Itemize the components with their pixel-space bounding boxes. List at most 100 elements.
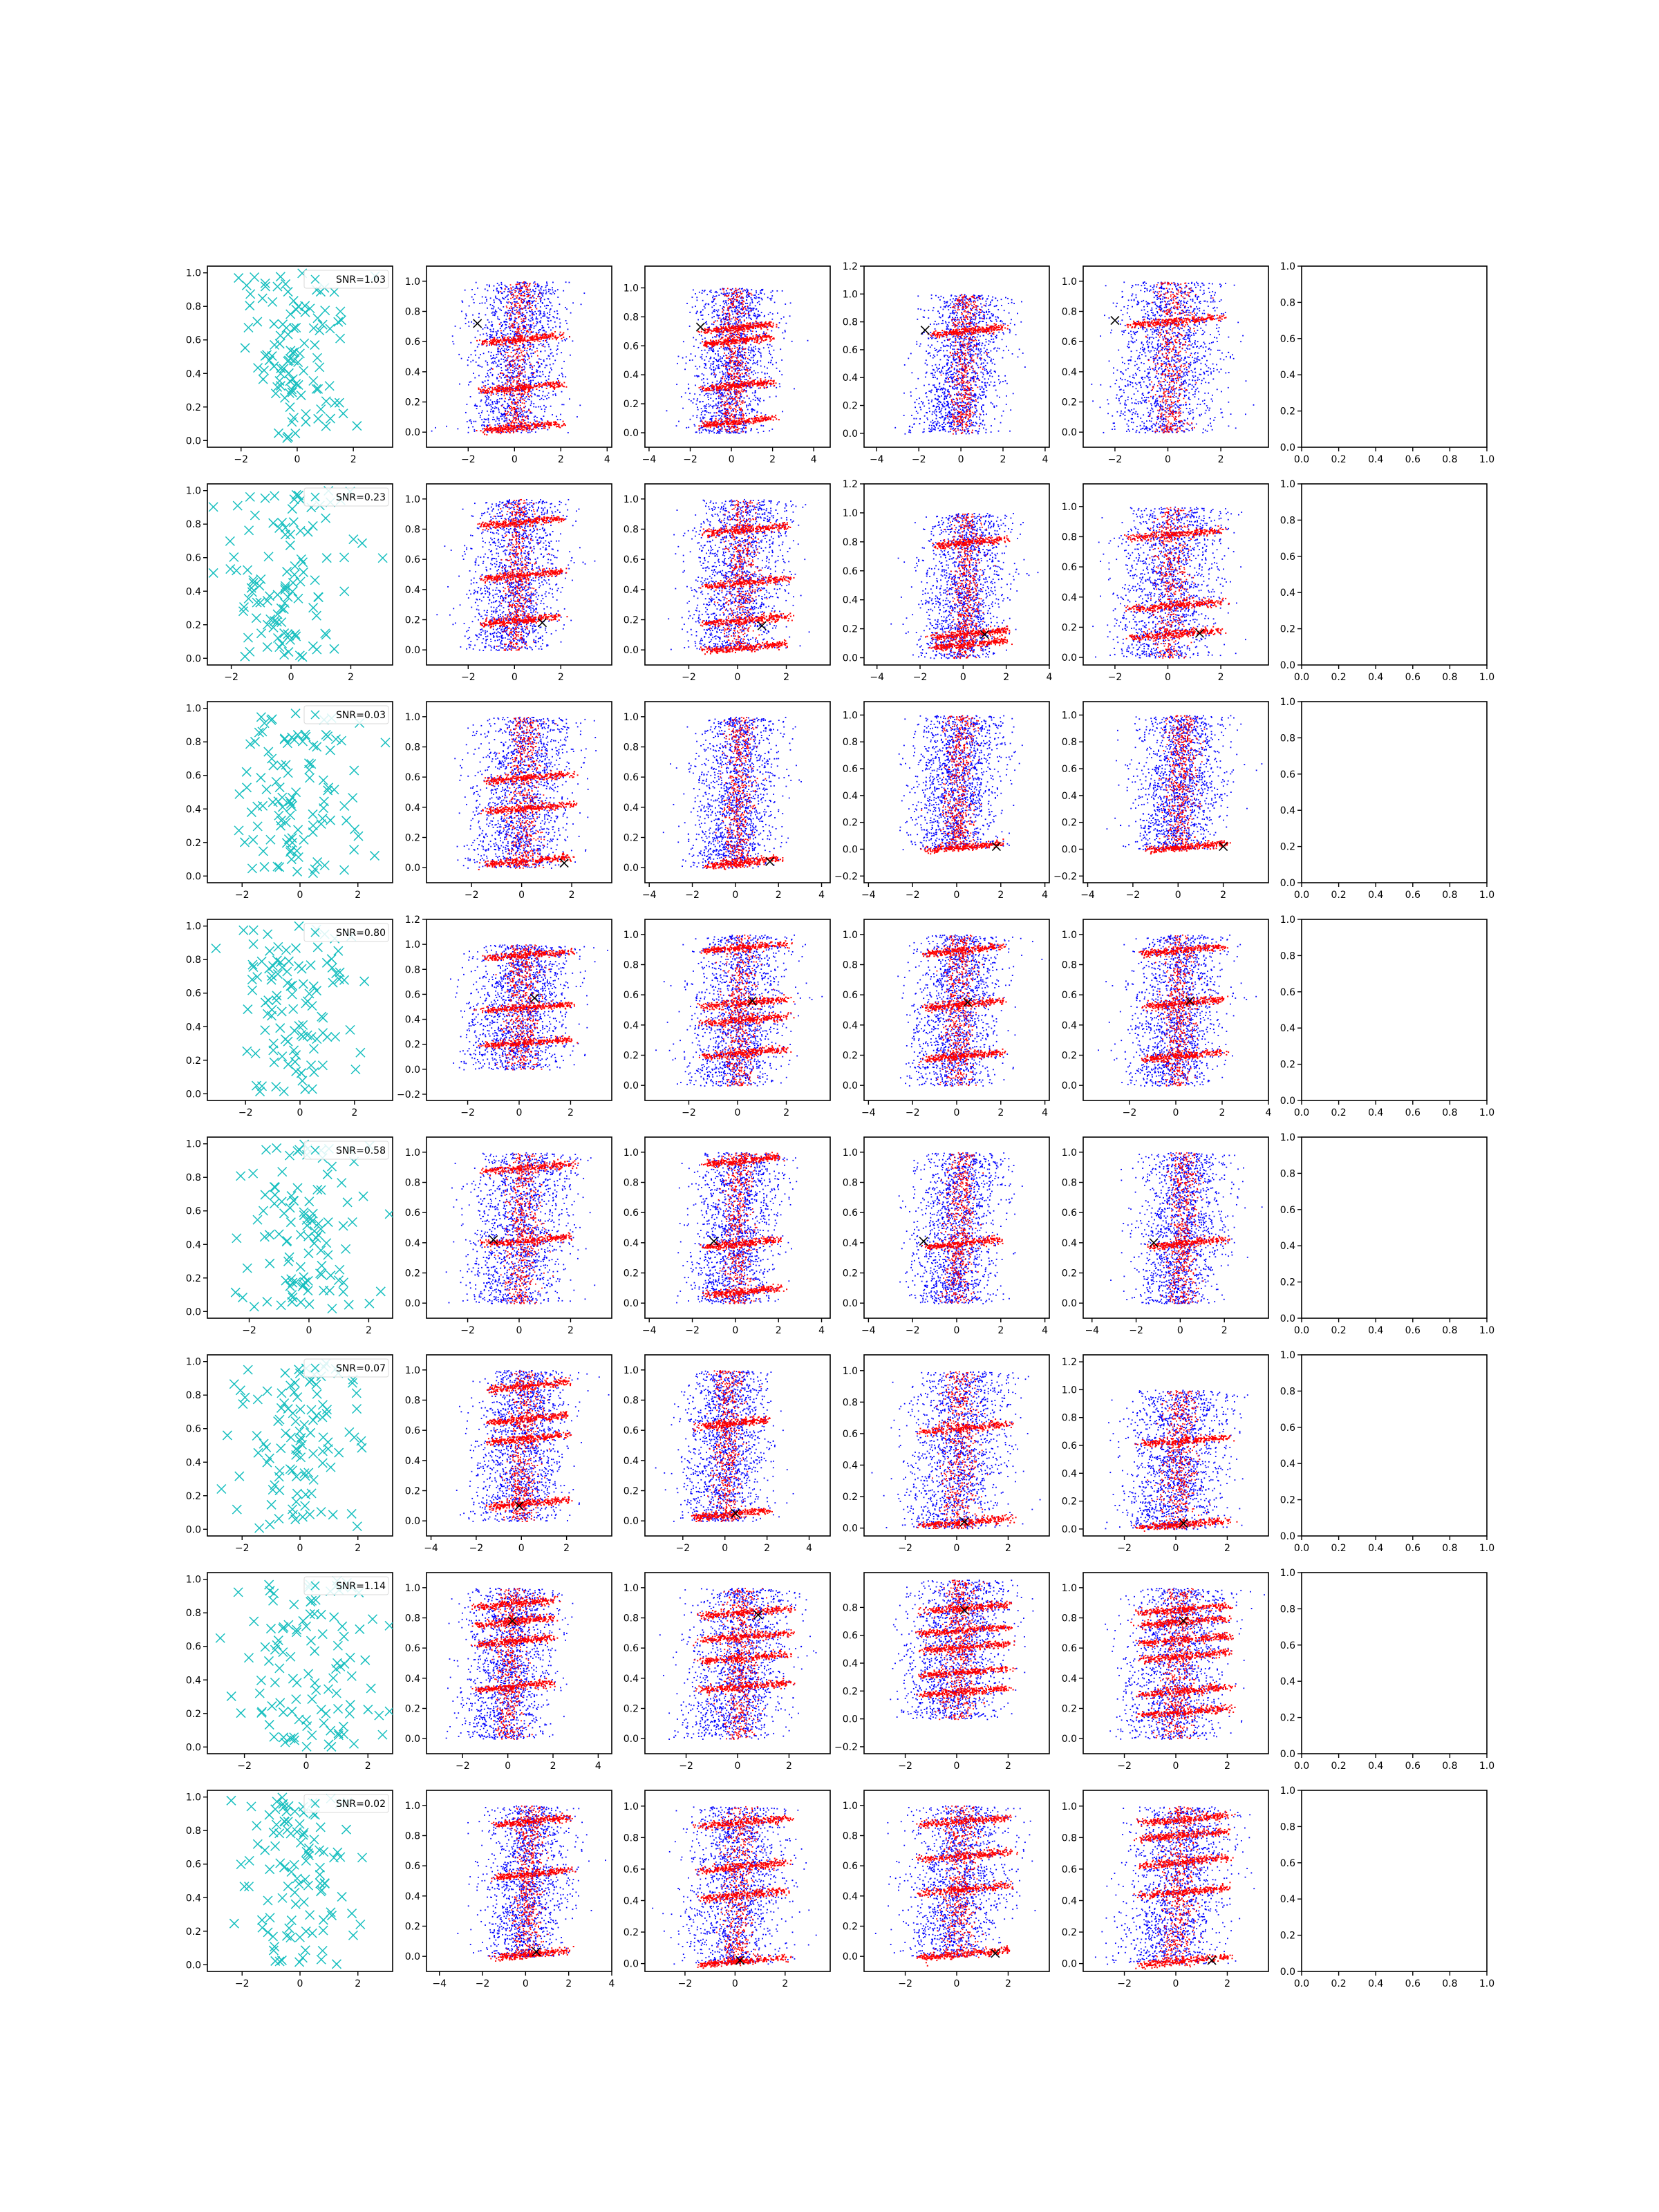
panel-r7-c0-xtick-label: 0 — [297, 1978, 303, 1989]
cyan-x-marker — [269, 1932, 278, 1941]
panel-r2-c5-ytick-label: 0.6 — [1280, 769, 1295, 780]
panel-r2-c3-xtick-label: −4 — [861, 890, 876, 901]
cyan-x-marker — [355, 1624, 364, 1633]
panel-r0-c2: −4 −2 0 2 40.00.20.40.60.81.0 — [624, 266, 830, 465]
cyan-x-marker — [270, 491, 279, 500]
cyan-x-marker — [348, 794, 357, 803]
panel-r3-c1-ytick-label: 1.0 — [405, 939, 420, 950]
cyan-x-marker — [296, 1230, 305, 1239]
cyan-x-marker — [272, 1820, 281, 1829]
panel-r2-c3-ytick-label: 0.0 — [843, 844, 858, 855]
panel-r4-c5-ytick-label: 0.4 — [1280, 1241, 1295, 1252]
cyan-x-marker — [298, 1953, 307, 1962]
cyan-x-marker — [269, 1596, 278, 1605]
panel-r3-c1-ytick-label: 0.4 — [405, 1015, 420, 1026]
cyan-x-marker — [347, 1671, 356, 1680]
panel-r6-c0-ytick-label: 0.2 — [186, 1709, 201, 1720]
panel-r7-c3: −2 0 20.00.20.40.60.81.0 — [843, 1790, 1053, 1989]
panel-r2-c4-xtick-label: 0 — [1175, 890, 1181, 901]
cyan-x-marker — [243, 633, 252, 642]
cyan-x-marker — [309, 603, 318, 612]
cyan-x-marker — [348, 1218, 357, 1227]
panel-r0-c1-ytick-label: 0.0 — [405, 427, 420, 438]
cyan-x-marker — [284, 648, 293, 657]
cyan-x-marker — [312, 611, 321, 620]
cyan-x-marker — [250, 273, 259, 282]
panel-r6-c3-ytick-label: 0.8 — [843, 1602, 858, 1613]
cyan-x-marker — [291, 944, 300, 953]
cyan-x-marker — [339, 1287, 348, 1296]
cyan-x-marker — [341, 1825, 350, 1834]
panel-r5-c4-ytick-label: 0.0 — [1062, 1524, 1077, 1535]
panel-r3-c4-ytick-label: 1.0 — [1062, 930, 1077, 941]
panel-r4-c3-ytick-label: 0.0 — [843, 1298, 858, 1309]
cyan-x-marker — [264, 552, 273, 561]
panel-r2-c3-ytick-label: 0.8 — [843, 737, 858, 748]
cyan-x-marker — [319, 1286, 328, 1295]
legend: SNR=0.03 — [304, 706, 388, 724]
legend: SNR=0.80 — [304, 924, 388, 941]
panel-r5-c3-xtick-label: 0 — [954, 1543, 960, 1554]
cyan-x-marker — [242, 767, 251, 776]
panel-r2-c4-ytick-label: 1.0 — [1062, 710, 1077, 721]
panel-r1-c1-ytick-label: 0.6 — [405, 554, 420, 565]
legend-label: SNR=1.03 — [336, 274, 386, 285]
cyan-x-marker — [330, 1853, 339, 1862]
cyan-markers — [217, 1359, 366, 1533]
cyan-x-marker — [259, 1206, 268, 1215]
panel-r4-c1-ytick-label: 0.6 — [405, 1208, 420, 1219]
cyan-x-marker — [289, 1004, 298, 1013]
panel-r1-c1-ytick-label: 0.4 — [405, 585, 420, 596]
cyan-x-marker — [284, 368, 293, 377]
cyan-x-marker — [285, 530, 294, 539]
cyan-x-marker — [288, 505, 297, 514]
panel-r2-c3-xtick-label: 2 — [997, 890, 1004, 901]
panel-r1-c1-ytick-label: 0.0 — [405, 645, 420, 656]
cyan-x-marker — [356, 1048, 365, 1057]
cyan-x-marker — [276, 1444, 285, 1453]
cyan-x-marker — [255, 1524, 264, 1533]
panel-r2-c4-ytick-label: 0.0 — [1062, 844, 1077, 855]
cyan-x-marker — [326, 1271, 335, 1280]
panel-r6-c2-xtick-label: 0 — [735, 1761, 741, 1772]
panel-r4-c3-xtick-label: 2 — [997, 1325, 1004, 1336]
cyan-x-marker — [308, 521, 317, 530]
panel-r4-c3-xtick-label: 0 — [954, 1325, 960, 1336]
cyan-x-marker — [269, 1039, 278, 1048]
cyan-x-marker — [261, 1846, 270, 1855]
cyan-markers — [234, 269, 379, 442]
cyan-x-marker — [357, 1853, 366, 1862]
cyan-x-marker — [288, 1674, 297, 1683]
blue-points — [899, 715, 1053, 851]
cyan-x-marker — [318, 1946, 327, 1955]
cyan-x-marker — [265, 1913, 274, 1922]
cyan-x-marker — [328, 1162, 337, 1171]
panel-r1-c2-ytick-label: 0.4 — [624, 585, 639, 596]
cyan-x-marker — [275, 1664, 284, 1673]
legend-label: SNR=0.02 — [336, 1799, 386, 1810]
cyan-x-marker — [261, 1190, 270, 1199]
cyan-x-marker — [276, 1698, 285, 1707]
panel-r1-c0-xtick-label: −2 — [224, 672, 238, 683]
panel-r0-c5-ytick-label: 1.0 — [1280, 261, 1295, 272]
panel-r4-c0-ytick-label: 0.4 — [186, 1239, 201, 1250]
panel-r6-c1-ytick-label: 0.2 — [405, 1704, 420, 1715]
cyan-x-marker — [309, 1475, 318, 1484]
panel-r0-c1-ytick-label: 1.0 — [405, 276, 420, 288]
cyan-x-marker — [271, 1956, 280, 1965]
panel-r4-c4-ytick-label: 0.6 — [1062, 1208, 1077, 1219]
panel-r5-c0-xtick-label: 0 — [297, 1543, 303, 1554]
cyan-x-marker — [317, 405, 326, 414]
panel-r7-c5-ytick-label: 0.4 — [1280, 1894, 1295, 1905]
cyan-x-marker — [300, 339, 309, 348]
cyan-x-marker — [294, 1715, 303, 1724]
cyan-x-marker — [317, 1955, 326, 1964]
cyan-x-marker — [288, 834, 297, 843]
panel-r5-c2-xtick-label: 4 — [806, 1543, 812, 1554]
cyan-x-marker — [360, 977, 369, 986]
panel-r7-c1-xtick-label: −2 — [476, 1978, 490, 1989]
panel-r1-c2-ytick-label: 1.0 — [624, 494, 639, 505]
cyan-x-marker — [280, 734, 289, 743]
cyan-x-marker — [274, 1230, 283, 1239]
